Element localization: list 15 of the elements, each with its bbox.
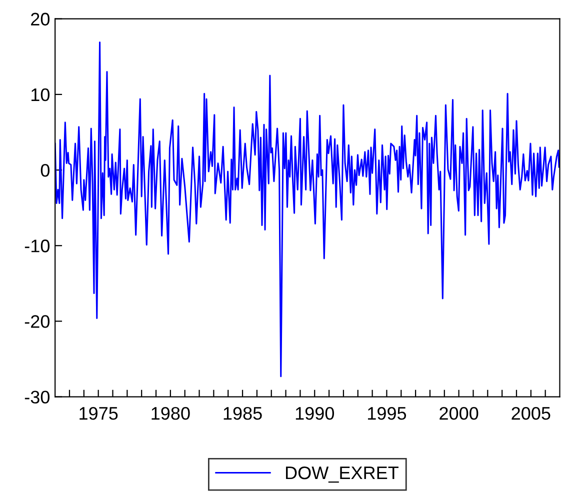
y-tick-label: -10 <box>24 240 50 252</box>
x-tick-label: 2000 <box>440 407 478 420</box>
x-tick-label: 1985 <box>224 407 262 420</box>
x-tick-label: 1980 <box>152 407 190 420</box>
y-tick-label: -30 <box>24 390 50 404</box>
x-tick-label: 1995 <box>368 407 406 420</box>
y-tick-label: 10 <box>32 88 50 102</box>
y-tick-label: 0 <box>40 164 50 177</box>
x-tick-label: 1990 <box>296 407 334 420</box>
x-tick-label: 2005 <box>512 407 550 420</box>
x-tick-label: 1975 <box>80 407 118 420</box>
y-tick-label: 20 <box>31 12 50 26</box>
legend-label: DOW_EXRET <box>286 466 398 483</box>
y-tick-label: -20 <box>24 315 50 328</box>
line-series <box>55 42 560 378</box>
